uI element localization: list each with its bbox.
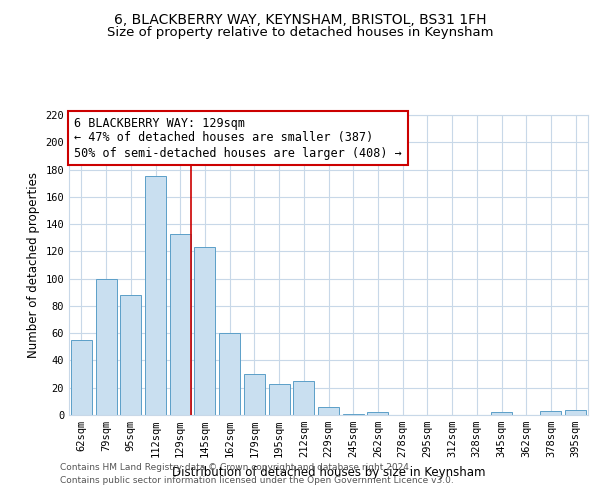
Bar bbox=[343, 414, 364, 415]
Bar bbox=[120, 295, 141, 415]
Bar bbox=[541, 411, 562, 415]
Bar bbox=[293, 381, 314, 415]
Text: Contains HM Land Registry data © Crown copyright and database right 2024.: Contains HM Land Registry data © Crown c… bbox=[60, 464, 412, 472]
Bar bbox=[71, 340, 92, 415]
X-axis label: Distribution of detached houses by size in Keynsham: Distribution of detached houses by size … bbox=[172, 466, 485, 478]
Y-axis label: Number of detached properties: Number of detached properties bbox=[27, 172, 40, 358]
Bar bbox=[194, 248, 215, 415]
Bar bbox=[244, 374, 265, 415]
Text: 6 BLACKBERRY WAY: 129sqm
← 47% of detached houses are smaller (387)
50% of semi-: 6 BLACKBERRY WAY: 129sqm ← 47% of detach… bbox=[74, 116, 402, 160]
Bar bbox=[170, 234, 191, 415]
Bar bbox=[491, 412, 512, 415]
Bar bbox=[145, 176, 166, 415]
Text: Size of property relative to detached houses in Keynsham: Size of property relative to detached ho… bbox=[107, 26, 493, 39]
Bar bbox=[367, 412, 388, 415]
Text: 6, BLACKBERRY WAY, KEYNSHAM, BRISTOL, BS31 1FH: 6, BLACKBERRY WAY, KEYNSHAM, BRISTOL, BS… bbox=[114, 12, 486, 26]
Bar bbox=[269, 384, 290, 415]
Bar bbox=[318, 407, 339, 415]
Bar bbox=[219, 333, 240, 415]
Bar bbox=[95, 278, 116, 415]
Text: Contains public sector information licensed under the Open Government Licence v3: Contains public sector information licen… bbox=[60, 476, 454, 485]
Bar bbox=[565, 410, 586, 415]
